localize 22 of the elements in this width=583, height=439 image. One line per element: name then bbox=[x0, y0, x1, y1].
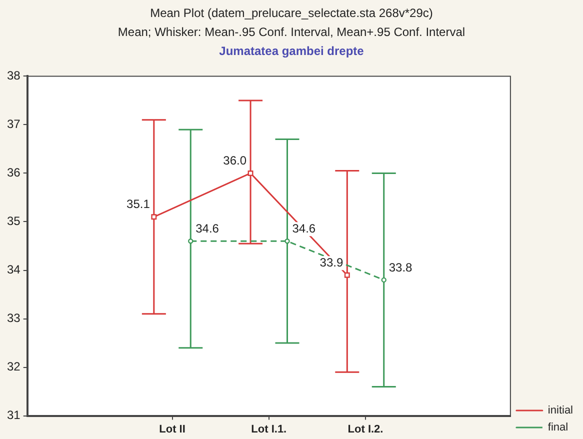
x-tick-label: Lot II bbox=[159, 423, 186, 436]
data-label: 36.0 bbox=[223, 154, 247, 168]
y-tick-label: 31 bbox=[6, 408, 21, 422]
chart-title: Mean Plot (datem_prelucare_selectate.sta 268v*29c) bbox=[149, 5, 434, 22]
data-label: 35.1 bbox=[126, 197, 150, 212]
data-label: 34.6 bbox=[292, 221, 316, 236]
y-tick-label: 32 bbox=[6, 360, 21, 374]
x-tick-label: Lot I.1. bbox=[251, 423, 287, 436]
data-label: 33.9 bbox=[320, 255, 344, 270]
legend-label: initial bbox=[548, 404, 574, 417]
y-tick-label: 34 bbox=[6, 262, 21, 277]
x-tick-label: Lot I.2. bbox=[348, 423, 384, 436]
y-tick-label: 35 bbox=[6, 214, 21, 228]
data-label: 34.6 bbox=[196, 221, 220, 236]
legend-label: final bbox=[548, 422, 568, 434]
y-tick-label: 38 bbox=[6, 68, 21, 83]
data-label: 33.8 bbox=[388, 260, 413, 274]
chart-subtitle: Mean; Whisker: Mean-.95 Conf. Interval, Mean+.95 Conf. Interval bbox=[116, 24, 466, 41]
y-tick-label: 33 bbox=[6, 311, 21, 326]
y-tick-label: 36 bbox=[6, 166, 21, 180]
text: Jumatatea gambei drepte bbox=[218, 43, 365, 60]
y-tick-label: 37 bbox=[6, 117, 21, 132]
